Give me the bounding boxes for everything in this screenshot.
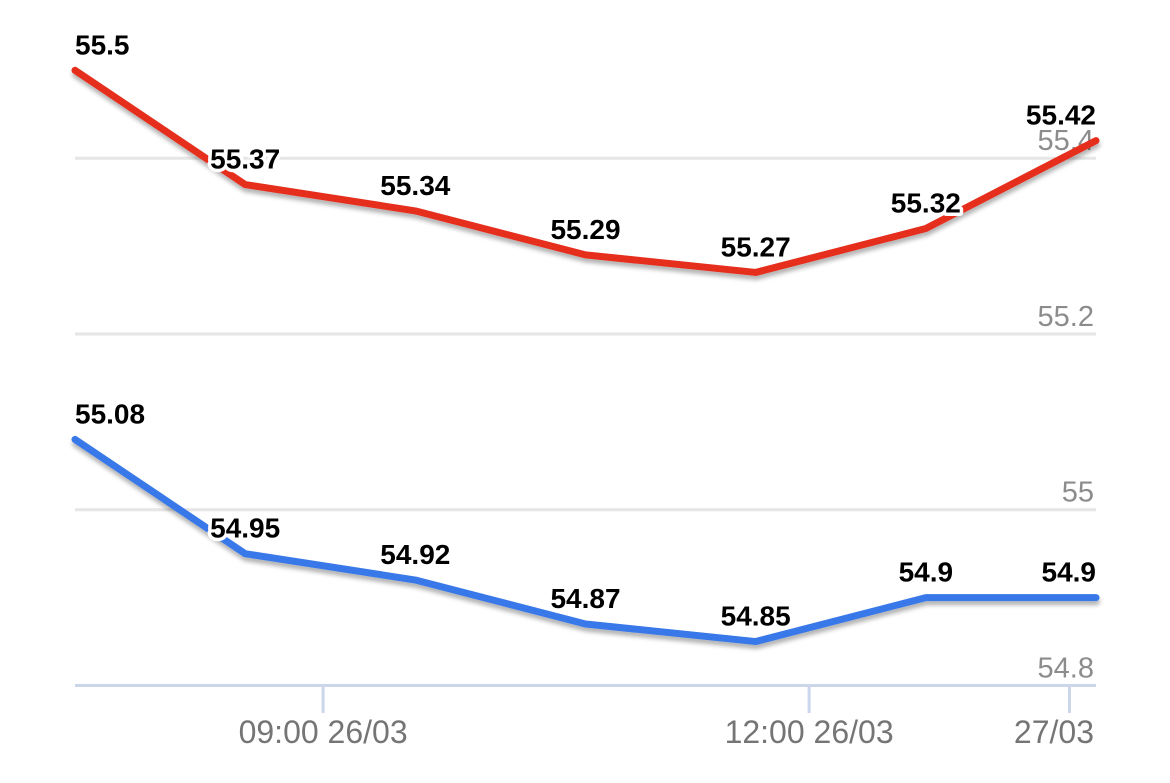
x-axis-layer	[75, 684, 1096, 713]
y-axis-label: 55	[1062, 477, 1094, 509]
series-line-lower-price-series	[71, 435, 1100, 646]
data-label: 55.08	[75, 398, 145, 429]
series-line-upper-price-series	[71, 66, 1100, 276]
axis-labels-layer: 55.4 55.2 55 54.8 09:00 26/03 12:00 26/03 27/0…	[239, 125, 1094, 750]
data-label: 55.29	[550, 214, 620, 245]
data-label: 54.87	[550, 583, 620, 614]
data-label: 55.32	[891, 188, 961, 219]
data-label: 54.95	[210, 513, 280, 544]
y-axis-label: 54.8	[1038, 653, 1094, 685]
data-label: 55.34	[380, 170, 450, 201]
data-label: 54.85	[721, 601, 791, 632]
data-label: 55.5	[75, 29, 130, 60]
data-labels-layer: 55.5 55.37 55.34 55.29 55.27 55.32 55.42 55.08 5…	[72, 26, 1100, 635]
x-axis-label: 27/03	[1014, 714, 1094, 750]
x-axis-label: 12:00 26/03	[725, 714, 894, 750]
y-axis-label: 55.4	[1038, 125, 1094, 157]
data-label: 54.9	[899, 557, 954, 588]
y-axis-label: 55.2	[1038, 301, 1094, 333]
gridlines-layer	[75, 156, 1096, 512]
data-label: 55.27	[721, 231, 791, 262]
data-label: 55.42	[1026, 100, 1096, 131]
x-axis-label: 09:00 26/03	[239, 714, 408, 750]
series-layer	[71, 66, 1100, 646]
data-label: 55.37	[210, 144, 280, 175]
data-label: 54.9	[1042, 557, 1097, 588]
data-label: 54.92	[380, 539, 450, 570]
